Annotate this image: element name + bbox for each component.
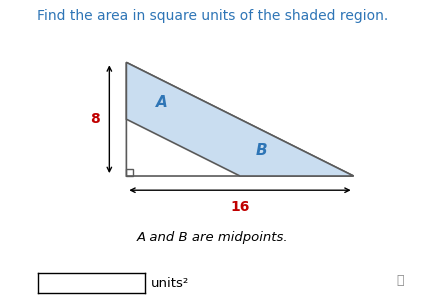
- Text: ⓘ: ⓘ: [397, 274, 404, 288]
- Text: 8: 8: [90, 112, 100, 126]
- Text: A and B are midpoints.: A and B are midpoints.: [137, 231, 289, 244]
- Text: 16: 16: [230, 200, 250, 214]
- Polygon shape: [127, 63, 354, 176]
- Text: B: B: [256, 143, 267, 158]
- Text: Find the area in square units of the shaded region.: Find the area in square units of the sha…: [37, 9, 389, 23]
- Text: A: A: [156, 95, 168, 110]
- Text: units²: units²: [151, 277, 190, 290]
